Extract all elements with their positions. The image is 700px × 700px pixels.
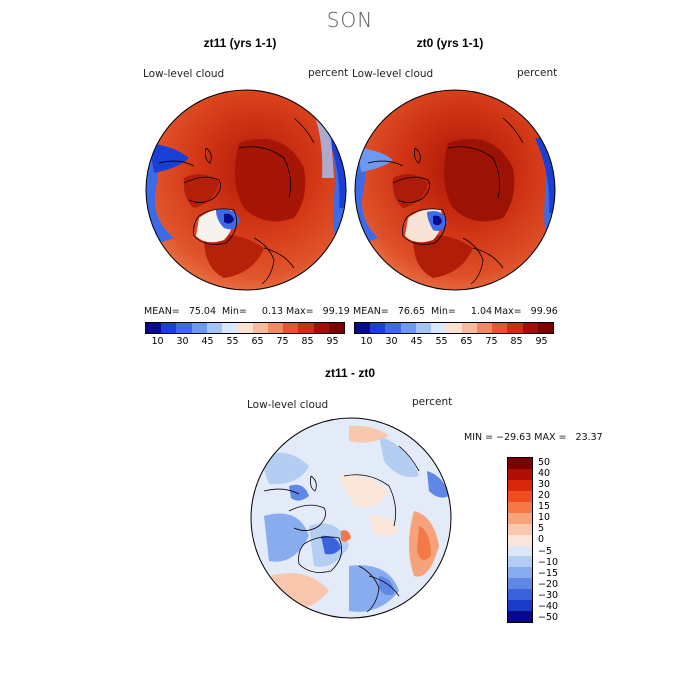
colorbar-swatch (508, 611, 532, 623)
colorbar-swatch (206, 323, 223, 333)
colorbar-tick-label: 65 (460, 336, 473, 347)
colorbar-swatch (508, 523, 532, 535)
variable-label: Low-level cloud (247, 399, 329, 411)
colorbar-swatch (191, 323, 207, 333)
colorbar-diff (507, 457, 533, 623)
colorbar-zt0 (354, 322, 554, 334)
minmax-stat: MIN = −29.63 MAX = 23.37 (464, 432, 603, 443)
variable-label: Low-level cloud (143, 68, 225, 80)
units-label: percent (308, 67, 349, 79)
colorbar-swatch (431, 323, 447, 333)
colorbar-swatch (507, 323, 523, 333)
colorbar-swatch (415, 323, 432, 333)
panel-title-zt11: zt11 (yrs 1-1) (203, 36, 277, 50)
colorbar-swatch (385, 323, 401, 333)
colorbar-swatch (508, 556, 532, 568)
colorbar-tick-label: 95 (535, 336, 548, 347)
colorbar-swatch (298, 323, 314, 333)
units-label: percent (412, 396, 453, 408)
diff-panel-title: zt11 - zt0 (324, 366, 375, 380)
colorbar-swatch (508, 479, 532, 491)
colorbar-swatch (400, 323, 416, 333)
colorbar-swatch (508, 534, 532, 546)
colorbar-swatch (508, 468, 532, 480)
colorbar-tick-label: 45 (410, 336, 423, 347)
colorbar-tick-label: 40 (538, 468, 551, 480)
panel-title-zt0: zt0 (yrs 1-1) (416, 36, 484, 50)
colorbar-swatch (355, 323, 371, 333)
colorbar-tick-label: 0 (538, 534, 545, 546)
colorbar-swatch (508, 458, 532, 469)
colorbar-tick-label: 50 (538, 457, 551, 469)
colorbar-swatch (146, 323, 162, 333)
mean-stat: MEAN= 75.04 (144, 306, 217, 317)
max-stat: Max= 99.96 (494, 306, 558, 317)
colorbar-swatch (161, 323, 177, 333)
mean-stat: MEAN= 76.65 (353, 306, 426, 317)
colorbar-zt11 (145, 322, 345, 334)
polar-map-diff (250, 417, 452, 619)
colorbar-swatch (237, 323, 253, 333)
colorbar-swatch (313, 323, 329, 333)
colorbar-tick-label: −30 (538, 589, 559, 601)
colorbar-swatch (508, 578, 532, 590)
colorbar-swatch (446, 323, 462, 333)
colorbar-tick-label: 85 (510, 336, 523, 347)
colorbar-ticks-diff: 50 40 30 20 15 10 5 0 −5 −10 −15 −20 −30 −40 −50 (538, 457, 558, 623)
colorbar-tick-label: 75 (485, 336, 498, 347)
colorbar-swatch (283, 323, 299, 333)
units-label: percent (517, 67, 558, 79)
colorbar-tick-label: 5 (538, 523, 545, 535)
colorbar-tick-label: 55 (226, 336, 239, 347)
colorbar-swatch (328, 323, 345, 333)
colorbar-swatch (252, 323, 268, 333)
polar-map-zt0 (354, 89, 556, 291)
colorbar-tick-label: −40 (538, 600, 559, 612)
colorbar-tick-label: −50 (538, 611, 559, 623)
colorbar-swatch (461, 323, 477, 333)
colorbar-tick-label: 55 (435, 336, 448, 347)
colorbar-tick-label: 95 (326, 336, 339, 347)
colorbar-swatch (222, 323, 238, 333)
colorbar-tick-label: 75 (276, 336, 289, 347)
colorbar-tick-label: 30 (538, 479, 551, 491)
figure-title: SON (326, 8, 374, 32)
min-stat: Min= 0.13 (222, 306, 284, 317)
colorbar-swatch (370, 323, 386, 333)
colorbar-tick-label: −10 (538, 556, 559, 568)
colorbar-tick-label: 10 (360, 336, 373, 347)
colorbar-swatch (176, 323, 192, 333)
colorbar-swatch (508, 589, 532, 601)
variable-label: Low-level cloud (352, 68, 434, 80)
polar-map-zt11 (145, 89, 347, 291)
colorbar-swatch (508, 545, 532, 557)
colorbar-tick-label: 15 (538, 501, 551, 513)
colorbar-swatch (476, 323, 493, 333)
colorbar-swatch (508, 501, 532, 513)
colorbar-tick-label: 20 (538, 490, 551, 502)
colorbar-tick-label: 10 (538, 512, 551, 524)
colorbar-swatch (522, 323, 538, 333)
colorbar-tick-label: 65 (251, 336, 264, 347)
min-stat: Min= 1.04 (431, 306, 493, 317)
colorbar-tick-label: 85 (301, 336, 314, 347)
colorbar-swatch (508, 567, 532, 579)
colorbar-swatch (537, 323, 554, 333)
colorbar-swatch (267, 323, 284, 333)
colorbar-swatch (508, 600, 532, 612)
colorbar-swatch (508, 490, 532, 502)
max-stat: Max= 99.19 (286, 306, 350, 317)
colorbar-tick-label: 45 (201, 336, 214, 347)
colorbar-ticks-zt11: 10 30 45 55 65 75 85 95 (145, 336, 345, 347)
colorbar-tick-label: 30 (176, 336, 189, 347)
colorbar-swatch (492, 323, 508, 333)
colorbar-tick-label: −20 (538, 578, 559, 590)
colorbar-tick-label: 10 (151, 336, 164, 347)
colorbar-ticks-zt0: 10 30 45 55 65 75 85 95 (354, 336, 554, 347)
colorbar-tick-label: −15 (538, 567, 559, 579)
colorbar-tick-label: 30 (385, 336, 398, 347)
colorbar-tick-label: −5 (538, 545, 553, 557)
colorbar-swatch (508, 512, 532, 524)
